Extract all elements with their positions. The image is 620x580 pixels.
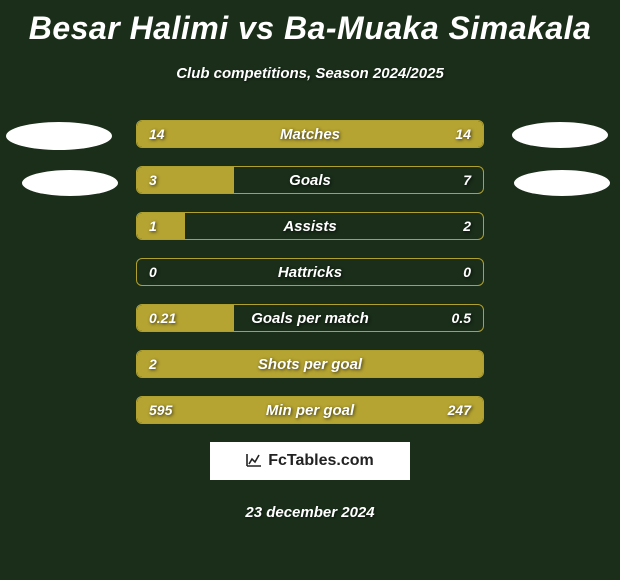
comparison-title: Besar Halimi vs Ba-Muaka Simakala: [0, 0, 620, 47]
comparison-chart: 14Matches14 3Goals7 1Assists2 0Hattricks0 0.…: [0, 120, 620, 424]
stat-row: 2Shots per goal: [136, 350, 484, 378]
stat-value-right: 7: [463, 167, 471, 193]
stat-value-right: 0.5: [452, 305, 471, 331]
stat-value-right: 14: [455, 121, 471, 147]
stat-label: Shots per goal: [137, 351, 483, 377]
player-badge-right-2: [514, 170, 610, 196]
player-badge-right-1: [512, 122, 608, 148]
stat-label: Hattricks: [137, 259, 483, 285]
brand-logo: FcTables.com: [210, 442, 410, 480]
stat-value-right: 247: [448, 397, 471, 423]
stat-row: 595Min per goal247: [136, 396, 484, 424]
stat-label: Assists: [137, 213, 483, 239]
stat-value-right: 2: [463, 213, 471, 239]
stat-row: 1Assists2: [136, 212, 484, 240]
stat-value-right: 0: [463, 259, 471, 285]
stat-label: Min per goal: [137, 397, 483, 423]
brand-text: FcTables.com: [268, 452, 374, 470]
stat-row: 0Hattricks0: [136, 258, 484, 286]
player-badge-left-2: [22, 170, 118, 196]
player-badge-left-1: [6, 122, 112, 150]
bars-container: 14Matches14 3Goals7 1Assists2 0Hattricks0 0.…: [136, 120, 484, 424]
stat-row: 3Goals7: [136, 166, 484, 194]
stat-label: Matches: [137, 121, 483, 147]
stat-row: 14Matches14: [136, 120, 484, 148]
stat-label: Goals per match: [137, 305, 483, 331]
stat-row: 0.21Goals per match0.5: [136, 304, 484, 332]
chart-icon: [246, 453, 262, 470]
footer-date: 23 december 2024: [0, 504, 620, 521]
comparison-subtitle: Club competitions, Season 2024/2025: [0, 65, 620, 82]
stat-label: Goals: [137, 167, 483, 193]
